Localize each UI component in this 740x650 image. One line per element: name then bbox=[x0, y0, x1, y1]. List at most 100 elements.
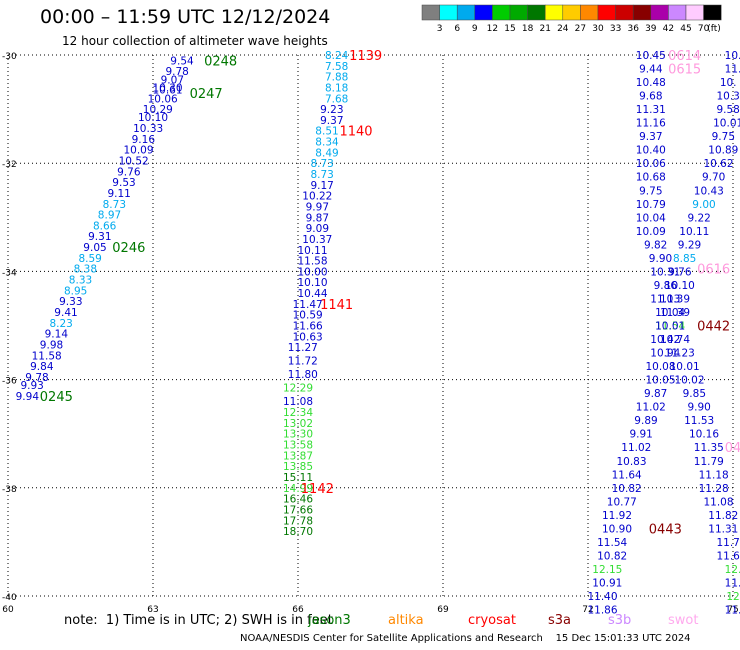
wave-height-point: 10. bbox=[725, 50, 740, 62]
wave-height-point: 13.87 bbox=[283, 450, 313, 462]
wave-height-point: 11.82 bbox=[708, 510, 738, 522]
wave-height-point: 10.89 bbox=[708, 145, 738, 157]
legend-swatch bbox=[527, 4, 546, 21]
wave-height-point: 9.29 bbox=[678, 239, 701, 251]
wave-height-point: 10.74 bbox=[660, 334, 690, 346]
wave-height-point: 11. bbox=[725, 605, 740, 617]
wave-height-point: 10.06 bbox=[636, 158, 666, 170]
wave-height-point: 11.79 bbox=[694, 456, 724, 468]
wave-height-point: 8.34 bbox=[315, 137, 339, 149]
wave-height-point: 10.00 bbox=[297, 266, 327, 278]
legend-label: 36 bbox=[627, 24, 639, 34]
wave-height-point: 10.09 bbox=[636, 226, 666, 238]
legend-label: 15 bbox=[504, 24, 515, 34]
pass-time-label: 0245 bbox=[40, 390, 73, 405]
wave-height-point: 11. bbox=[725, 64, 740, 76]
wave-height-point: 9.23 bbox=[320, 104, 343, 116]
wave-height-point: 13.30 bbox=[283, 429, 313, 441]
pass-time-label: 0614 bbox=[668, 49, 701, 64]
x-tick-label: 69 bbox=[437, 605, 449, 615]
wave-height-point: 9.82 bbox=[644, 239, 667, 251]
legend-swatch bbox=[685, 4, 704, 21]
legend-swatch bbox=[580, 4, 599, 21]
wave-height-point: 10.91 bbox=[592, 577, 622, 589]
wave-height-point: 10.48 bbox=[636, 77, 666, 89]
wave-height-point: 9.76 bbox=[117, 166, 141, 178]
wave-height-point: 9.91 bbox=[629, 429, 652, 441]
y-tick-label: -36 bbox=[2, 377, 17, 387]
wave-height-point: 9.84 bbox=[30, 361, 54, 373]
wave-height-point: 11.39 bbox=[660, 307, 690, 319]
wave-height-point: 9.11 bbox=[107, 188, 130, 200]
wave-height-point: 9.07 bbox=[161, 74, 184, 86]
wave-height-point: 9.89 bbox=[634, 415, 657, 427]
legend-swatch bbox=[650, 4, 669, 21]
wave-height-point: 8.95 bbox=[64, 285, 87, 297]
footer-note: note: 1) Time is in UTC; 2) SWH is in fe… bbox=[64, 613, 333, 628]
x-tick-label: 60 bbox=[2, 605, 14, 615]
wave-height-point: 10.10 bbox=[297, 277, 327, 289]
wave-height-point: 13.02 bbox=[283, 418, 313, 430]
page-title: 00:00 – 11:59 UTC 12/12/2024 bbox=[40, 6, 331, 28]
legend-unit: (ft) bbox=[707, 24, 721, 34]
pass-time-label: 0247 bbox=[190, 87, 223, 102]
wave-height-point: 10.82 bbox=[612, 483, 642, 495]
wave-height-point: 9.75 bbox=[639, 185, 662, 197]
satellite-name: s3a bbox=[548, 613, 572, 628]
legend-label: 3 bbox=[437, 24, 443, 34]
wave-height-point: 11.16 bbox=[636, 118, 666, 130]
wave-height-point: 18.70 bbox=[283, 526, 313, 538]
wave-height-point: 10.37 bbox=[302, 234, 332, 246]
wave-height-point: 9.00 bbox=[692, 199, 715, 211]
legend-label: 6 bbox=[454, 24, 460, 34]
wave-height-point: 10.52 bbox=[119, 155, 149, 167]
wave-height-point: 10.44 bbox=[297, 288, 327, 300]
pass-time-label: 1139 bbox=[349, 49, 382, 64]
wave-height-point: 8.59 bbox=[78, 253, 101, 265]
wave-height-point: 9.87 bbox=[306, 212, 329, 224]
wave-height-point: 10.45 bbox=[636, 50, 666, 62]
wave-height-point: 10.11 bbox=[297, 245, 327, 257]
wave-height-point: 8.66 bbox=[93, 220, 117, 232]
pass-time-label: 1140 bbox=[339, 125, 372, 140]
wave-height-point: 11.66 bbox=[293, 321, 323, 333]
wave-height-point: 8.49 bbox=[315, 147, 338, 159]
wave-height-point: 8.73 bbox=[310, 169, 333, 181]
wave-height-point: 8.73 bbox=[310, 158, 333, 170]
wave-height-point: 8.38 bbox=[74, 264, 97, 276]
pass-time-label: 0443 bbox=[649, 522, 682, 537]
wave-height-point: 11.58 bbox=[32, 350, 62, 362]
legend-label: 24 bbox=[557, 24, 569, 34]
wave-height-point: 10.02 bbox=[674, 375, 704, 387]
wave-height-point: 8.23 bbox=[49, 318, 72, 330]
wave-height-point: 9.09 bbox=[306, 223, 329, 235]
y-tick-label: -40 bbox=[2, 593, 17, 603]
wave-height-point: 11.18 bbox=[699, 469, 729, 481]
wave-height-point: 9.05 bbox=[83, 242, 106, 254]
wave-height-point: 9.97 bbox=[306, 201, 329, 213]
wave-height-point: 9.78 bbox=[25, 372, 48, 384]
wave-height-point: 8.97 bbox=[98, 210, 121, 222]
legend-label: 30 bbox=[592, 24, 604, 34]
wave-height-point: 11.35 bbox=[694, 442, 724, 454]
wave-height-point: 11.64 bbox=[612, 469, 642, 481]
legend-swatch bbox=[492, 4, 511, 21]
wave-height-point: 13.58 bbox=[283, 440, 313, 452]
data-points: 9.549.789.0710.3010.6110.0610.2910.1010.… bbox=[16, 50, 740, 617]
wave-height-point: 8.24 bbox=[325, 50, 349, 62]
wave-height-point: 11.31 bbox=[636, 104, 666, 116]
pass-time-label: 0442 bbox=[697, 320, 730, 335]
wave-height-point: 9.75 bbox=[712, 131, 735, 143]
wave-height-point: 10.30 bbox=[152, 82, 182, 94]
wave-height-point: 10.59 bbox=[293, 310, 323, 322]
wave-height-point: 13.85 bbox=[283, 461, 313, 473]
wave-height-point: 9.70 bbox=[702, 172, 725, 184]
legend-swatch bbox=[703, 4, 722, 21]
wave-height-point: 14.99 bbox=[283, 483, 313, 495]
wave-height-point: 10.43 bbox=[694, 185, 724, 197]
wave-height-point: 10.22 bbox=[302, 191, 332, 203]
wave-height-point: 11.47 bbox=[293, 299, 323, 311]
wave-height-point: 10.3 bbox=[716, 91, 739, 103]
legend-swatch bbox=[421, 4, 440, 21]
wave-height-point: 10.01 bbox=[713, 118, 740, 130]
